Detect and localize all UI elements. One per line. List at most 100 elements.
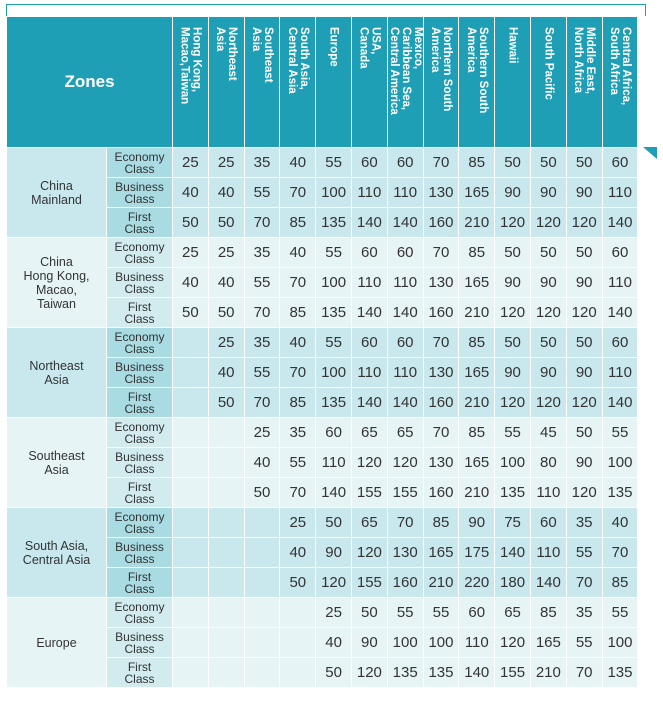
value-cell: 210 [458,477,496,508]
value-cell: 135 [315,297,352,328]
table-row: China Mainland Economy Class 25 25 35 40 55 60 6… [6,147,639,238]
value-cell: 50 [315,657,352,688]
value-cell: 90 [494,357,531,388]
value-cell [243,507,281,538]
col-header: Northeast Asia [207,16,245,148]
value-cell [207,537,245,568]
value-cell: 100 [315,177,352,208]
value-cell: 60 [529,507,567,538]
value-cell: 60 [601,237,639,268]
value-cell: 55 [315,327,352,358]
value-cell: 40 [279,537,317,568]
value-cell: 110 [601,357,639,388]
col-header: Hawaii [494,16,531,148]
value-cell: 120 [494,387,531,418]
value-cell: 70 [422,417,460,448]
value-cell [172,417,209,448]
value-cell: 25 [207,237,245,268]
value-cell: 25 [243,417,281,448]
value-cell: 210 [458,207,496,238]
value-cell: 65 [350,417,388,448]
value-cell: 210 [422,567,460,598]
value-cell: 65 [350,507,388,538]
value-cell: 90 [494,177,531,208]
value-cell: 165 [458,177,496,208]
value-cell: 60 [350,327,388,358]
value-cell: 25 [207,147,245,178]
value-cell: 70 [565,567,603,598]
value-cell: 130 [422,177,460,208]
value-cell: 120 [494,207,531,238]
table-row: Business Class 40 90 100 100 110 120 165 55 100 [7,627,639,658]
col-header: Middle East, North Africa [565,16,603,148]
value-cell: 110 [350,357,388,388]
value-cell: 90 [565,267,603,298]
class-cell: First Class [106,387,173,418]
value-cell: 70 [422,147,460,178]
value-cell: 35 [243,327,281,358]
value-cell: 85 [279,387,317,418]
value-cell: 55 [243,357,281,388]
value-cell: 90 [458,507,496,538]
table-row: First Class 50 120 155 160 210 220 180 140 70 85 [7,567,639,598]
value-cell: 120 [529,387,567,418]
value-cell: 50 [207,387,245,418]
table-row: Southeast Asia Economy Class 25 35 60 65 65 70 8… [6,417,639,508]
value-cell: 100 [601,627,639,658]
value-cell: 60 [386,327,424,358]
value-cell: 50 [172,207,209,238]
class-cell: First Class [106,567,173,598]
value-cell [207,507,245,538]
value-cell [172,657,209,688]
value-cell: 50 [279,567,317,598]
value-cell: 135 [315,387,352,418]
table-row: Europe Economy Class 25 50 55 55 60 65 85 35 55 [6,597,639,688]
value-cell: 100 [494,447,531,478]
class-cell: Economy Class [106,507,173,538]
value-cell: 70 [243,207,281,238]
value-cell: 130 [422,357,460,388]
value-cell: 180 [494,567,531,598]
value-cell: 60 [601,327,639,358]
class-cell: First Class [106,657,173,688]
value-cell: 135 [422,657,460,688]
value-cell: 40 [601,507,639,538]
value-cell: 100 [386,627,424,658]
value-cell: 155 [494,657,531,688]
value-cell: 140 [494,537,531,568]
value-cell: 140 [601,387,639,418]
origin-zone-cell: Europe [6,597,107,688]
value-cell: 50 [565,417,603,448]
value-cell: 35 [243,237,281,268]
header-notch [643,147,657,159]
col-header: Central Africa, South Africa [601,16,639,148]
class-cell: Business Class [106,267,173,298]
class-cell: Business Class [106,357,173,388]
value-cell [172,387,209,418]
table-row: Business Class 40 40 55 70 100 110 110 130 165 90 9… [7,267,639,298]
value-cell: 135 [315,207,352,238]
table-row: First Class 50 120 135 135 140 155 210 70 135 [7,657,639,688]
value-cell: 50 [315,507,352,538]
value-cell: 85 [458,417,496,448]
value-cell [243,537,281,568]
value-cell: 75 [494,507,531,538]
value-cell: 35 [279,417,317,448]
value-cell: 85 [422,507,460,538]
value-cell [172,357,209,388]
table-row: Business Class 40 55 110 120 120 130 165 100 80 90… [7,447,639,478]
class-cell: Economy Class [106,597,173,628]
value-cell [207,657,245,688]
value-cell: 85 [279,297,317,328]
origin-zone-cell: Northeast Asia [6,327,107,418]
value-cell: 135 [601,477,639,508]
value-cell: 160 [422,297,460,328]
col-header: Southeast Asia [243,16,281,148]
value-cell: 130 [422,447,460,478]
value-cell: 90 [529,357,567,388]
value-cell [207,447,245,478]
table-row: First Class 50 50 70 85 135 140 140 160 210 120 120… [7,297,639,328]
value-cell: 55 [386,597,424,628]
table-row: South Asia, Central Asia Economy Class 25 5… [6,507,639,598]
table-row: China Hong Kong, Macao, Taiwan Economy Cl… [6,237,639,328]
